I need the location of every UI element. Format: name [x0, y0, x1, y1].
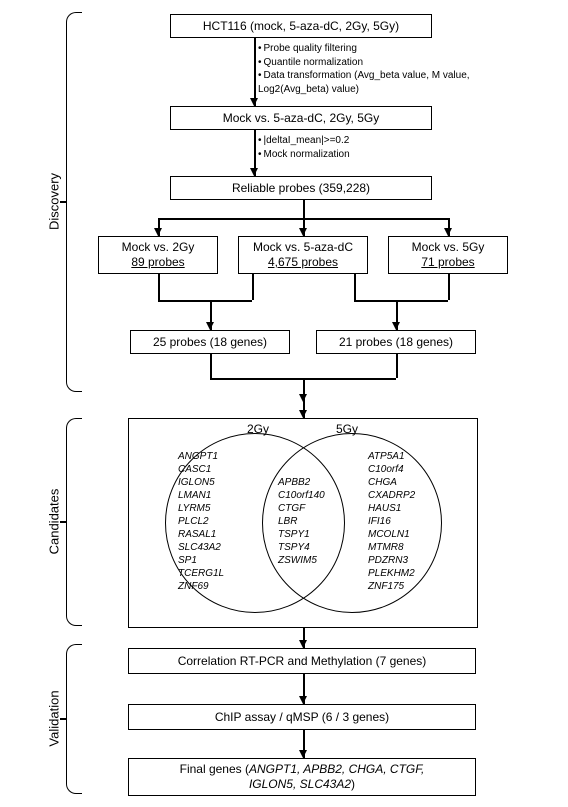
section-label-candidates: Candidates: [47, 482, 62, 562]
node-mock-vs-all: Mock vs. 5-aza-dC, 2Gy, 5Gy: [170, 106, 432, 130]
node-hct116: HCT116 (mock, 5-aza-dC, 2Gy, 5Gy): [170, 14, 432, 38]
bullets-preprocessing: Probe quality filteringQuantile normaliz…: [258, 42, 470, 96]
node-reliable-probes: Reliable probes (359,228): [170, 176, 432, 200]
node-mock-vs-2gy: Mock vs. 2Gy89 probes: [98, 236, 218, 274]
node-chip-qmsp: ChIP assay / qMSP (6 / 3 genes): [128, 704, 476, 730]
venn-title-2gy: 2Gy: [247, 422, 269, 436]
venn-right-genes: ATP5A1C10orf4CHGACXADRP2HAUS1IFI16MCOLN1…: [368, 450, 415, 593]
node-mock-vs-5gy: Mock vs. 5Gy71 probes: [388, 236, 508, 274]
flowchart-canvas: Discovery Candidates Validation HCT116 (mo…: [0, 0, 568, 807]
venn-left-genes: ANGPT1CASC1IGLON5LMAN1LYRM5PLCL2RASAL1SL…: [178, 450, 224, 593]
node-mock-vs-5azadc: Mock vs. 5-aza-dC4,675 probes: [238, 236, 368, 274]
node-25-probes: 25 probes (18 genes): [130, 330, 290, 354]
node-final-genes: Final genes (ANGPT1, APBB2, CHGA, CTGF,I…: [128, 758, 476, 796]
section-label-validation: Validation: [47, 679, 62, 759]
venn-inter-genes: APBB2C10orf140CTGFLBRTSPY1TSPY4ZSWIM5: [278, 476, 325, 567]
venn-title-5gy: 5Gy: [336, 422, 358, 436]
bullets-filtering: |deltaI_mean|>=0.2Mock normalization: [258, 134, 350, 161]
node-21-probes: 21 probes (18 genes): [316, 330, 476, 354]
section-label-discovery: Discovery: [47, 162, 62, 242]
node-rtpcr: Correlation RT-PCR and Methylation (7 ge…: [128, 648, 476, 674]
